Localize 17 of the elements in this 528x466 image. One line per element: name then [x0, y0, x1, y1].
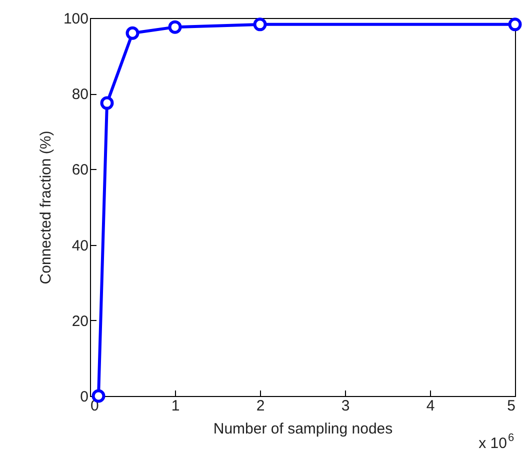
y-tick-label: 80 — [72, 86, 88, 104]
point — [100, 96, 114, 110]
y-tick-label: 60 — [72, 162, 88, 179]
y-tick-label: 20 — [72, 312, 88, 330]
y-tick-label: 100 — [63, 10, 88, 28]
x-tick-label: 3 — [341, 398, 350, 414]
x-axis-title: Number of sampling nodes — [213, 420, 393, 438]
x-tick-label: 4 — [426, 398, 435, 414]
y-axis-title: Connected fraction (%) — [37, 130, 54, 284]
x-tick-label: 2 — [256, 398, 265, 414]
point — [253, 18, 267, 32]
x-tick-label: 1 — [171, 398, 180, 414]
point — [508, 18, 522, 32]
point — [126, 26, 140, 40]
x-tick-label: 5 — [507, 398, 516, 414]
y-tick-label: 40 — [72, 237, 88, 254]
point — [168, 20, 182, 34]
